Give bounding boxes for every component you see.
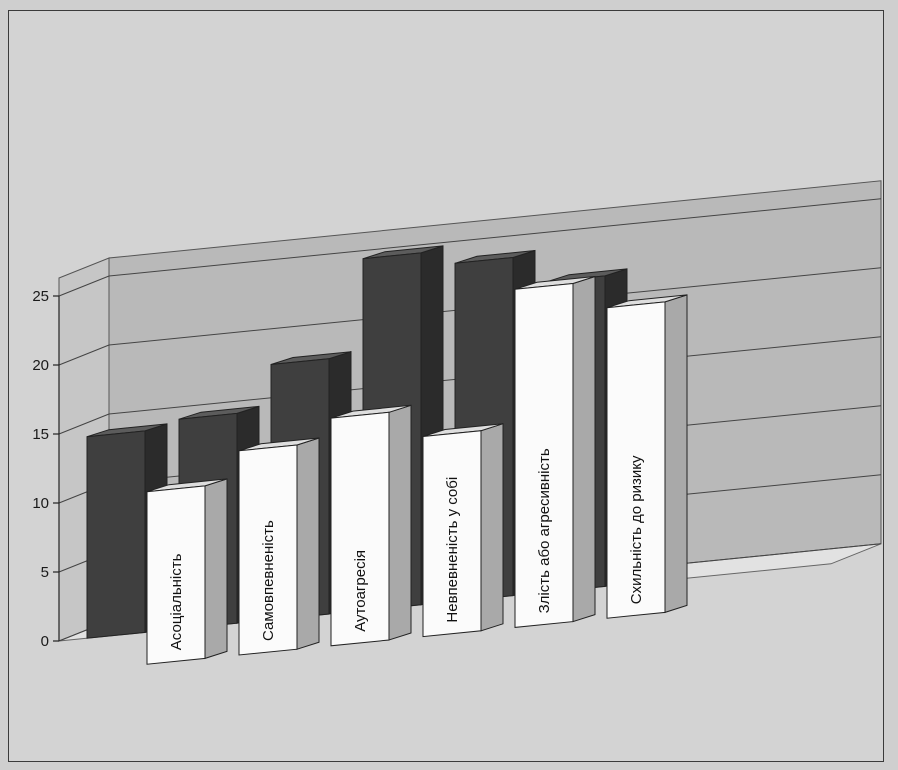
gridline-side (58, 275, 110, 297)
bar-light-4 (422, 430, 482, 638)
category-label: Асоціальність (168, 553, 185, 650)
gridline-side (58, 344, 110, 366)
category-label: Схильність до ризику (628, 455, 645, 604)
bar-dark-1 (86, 430, 146, 639)
category-label: Аутоагресія (352, 550, 369, 632)
y-tick-label: 10 (32, 495, 49, 512)
bar-chart-3d: 0 5 10 15 20 25 Асоціальність Самовпевненість Ау… (32, 180, 882, 665)
y-tick-label: 5 (41, 564, 49, 581)
bar-light-1-side (204, 478, 228, 660)
category-label: Злість або агресивність (536, 448, 553, 613)
category-label: Самовпевненість (260, 520, 277, 641)
y-tick-label: 15 (32, 426, 49, 443)
gridline (108, 198, 882, 277)
y-tick-label: 25 (32, 288, 49, 305)
bar-light-5 (514, 282, 574, 628)
bar-light-2 (238, 444, 298, 656)
bar-light-3 (330, 411, 390, 647)
category-label: Невпевненість у собі (444, 477, 461, 623)
bar-light-3-side (388, 404, 412, 641)
bar-light-4-side (480, 423, 504, 632)
y-tick-label: 0 (41, 633, 49, 650)
chart-frame: 0 5 10 15 20 25 Асоціальність Самовпевненість Ау… (8, 10, 884, 762)
gridline-side (58, 413, 110, 435)
y-tick-label: 20 (32, 357, 49, 374)
bar-light-1 (146, 485, 206, 665)
bar-light-5-side (572, 275, 596, 623)
bar-light-6 (606, 301, 666, 619)
bar-light-6-side (664, 294, 688, 614)
bar-light-2-side (296, 437, 320, 650)
